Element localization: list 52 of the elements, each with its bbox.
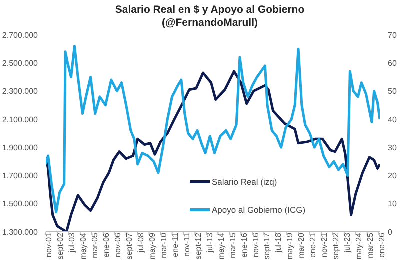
y2-tick-label: 50 xyxy=(388,87,398,96)
x-tick-label: ene-11 xyxy=(170,232,180,258)
x-tick-label: nov-11 xyxy=(182,232,192,257)
y-tick-label: 2.100.000 xyxy=(2,115,39,124)
y2-tick-label: 10 xyxy=(388,200,398,209)
chart-subtitle: (@FernandoMarull) xyxy=(161,17,259,30)
x-tick-label: sept-02 xyxy=(56,232,66,260)
x-tick-label: sept-12 xyxy=(194,232,203,260)
legend-label: Apoyo al Gobierno (ICG) xyxy=(212,205,306,215)
legend-label: Salario Real (izq) xyxy=(212,177,278,187)
x-tick-label: jul-18 xyxy=(274,232,284,254)
line-series xyxy=(46,70,380,232)
x-tick-label: may-24 xyxy=(354,232,364,260)
x-tick-label: ene-21 xyxy=(308,232,318,258)
y-tick-label: 1.900.000 xyxy=(2,143,39,152)
x-tick-label: jul-03 xyxy=(68,232,77,254)
y-tick-label: 1.300.000 xyxy=(2,228,39,237)
x-tick-label: mar-05 xyxy=(90,232,100,258)
x-tick-label: jul-13 xyxy=(205,232,214,254)
x-tick-label: mar-15 xyxy=(228,232,238,258)
line-series xyxy=(46,45,380,214)
x-tick-label: may-09 xyxy=(148,232,157,260)
x-tick-label: may-19 xyxy=(286,232,295,260)
x-tick-label: sept-07 xyxy=(125,232,134,260)
x-tick-label: nov-21 xyxy=(320,232,330,258)
x-tick-label: mar-25 xyxy=(366,232,376,258)
x-tick-label: sept-22 xyxy=(332,232,341,260)
y-tick-label: 1.500.000 xyxy=(2,200,39,209)
y2-tick-label: 40 xyxy=(388,115,398,124)
x-tick-label: jul-23 xyxy=(343,232,352,254)
x-tick-label: ene-16 xyxy=(240,232,249,258)
x-tick-label: nov-16 xyxy=(251,232,260,258)
y-tick-label: 2.500.000 xyxy=(2,58,39,68)
chart-title: Salario Real en $ y Apoyo al Gobierno xyxy=(114,4,306,17)
x-tick-label: ene-26 xyxy=(378,232,387,258)
y2-tick-label: 20 xyxy=(388,172,398,181)
y2-tick-label: 0 xyxy=(388,228,393,237)
x-tick-label: ene-06 xyxy=(102,232,112,258)
y2-tick-label: 60 xyxy=(388,58,398,68)
x-tick-label: nov-01 xyxy=(44,232,54,258)
y-tick-label: 1.700.000 xyxy=(2,172,39,181)
x-tick-label: mar-20 xyxy=(297,232,306,258)
y2-tick-label: 30 xyxy=(388,143,398,152)
x-tick-label: jul-08 xyxy=(136,232,146,254)
y-tick-label: 2.700.000 xyxy=(2,30,39,40)
y2-tick-label: 70 xyxy=(388,30,398,40)
x-tick-label: sept-17 xyxy=(262,232,272,260)
x-tick-label: mar-10 xyxy=(159,232,168,258)
x-tick-label: nov-06 xyxy=(114,232,123,258)
x-tick-label: may-04 xyxy=(79,232,88,260)
y-tick-label: 2.300.000 xyxy=(2,87,39,96)
x-tick-label: may-14 xyxy=(216,232,226,260)
